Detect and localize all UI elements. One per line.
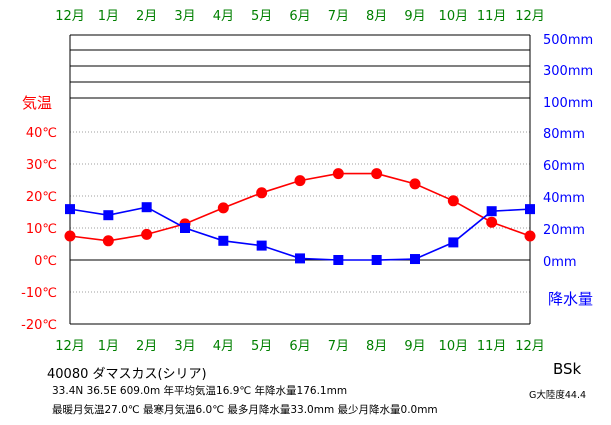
temperature-point xyxy=(371,168,383,180)
month-label-top: 2月 xyxy=(136,9,157,24)
precipitation-point xyxy=(141,202,152,213)
precipitation-point xyxy=(180,223,190,233)
month-label-bottom: 7月 xyxy=(328,339,349,354)
temperature-axis-label: 気温 xyxy=(22,94,52,112)
precipitation-tick-label: 40mm xyxy=(543,191,585,206)
station-summary: 33.4N 36.5E 609.0m 年平均気温16.9℃ 年降水量176.1m… xyxy=(52,385,348,397)
month-label-top: 7月 xyxy=(328,9,349,24)
precipitation-point xyxy=(410,254,420,265)
continentality-index: G大陸度44.4 xyxy=(529,390,587,401)
temperature-point xyxy=(217,202,229,214)
temperature-point xyxy=(141,228,153,240)
temperature-point xyxy=(486,216,498,228)
precipitation-point xyxy=(371,255,382,265)
month-label-bottom: 4月 xyxy=(213,339,234,354)
temperature-tick-label: -10℃ xyxy=(21,286,57,301)
precipitation-tick-label: 300mm xyxy=(543,64,593,79)
precipitation-point xyxy=(65,204,75,215)
temperature-tick-label: 10℃ xyxy=(26,222,57,237)
precipitation-point xyxy=(486,206,497,217)
precipitation-point xyxy=(103,210,114,221)
precipitation-point xyxy=(256,240,267,251)
temperature-point xyxy=(102,235,114,247)
series-layer xyxy=(64,168,536,265)
precipitation-point xyxy=(448,237,459,248)
temperature-point xyxy=(332,168,344,180)
month-label-top: 8月 xyxy=(366,9,387,24)
temperature-point xyxy=(256,187,268,199)
climate-class: BSk xyxy=(553,360,582,378)
month-label-top: 12月 xyxy=(515,9,545,24)
temperature-point xyxy=(447,195,459,207)
precipitation-tick-label: 100mm xyxy=(543,96,593,111)
temperature-tick-label: 30℃ xyxy=(26,158,57,173)
month-label-bottom: 5月 xyxy=(251,339,272,354)
month-label-bottom: 2月 xyxy=(136,339,157,354)
month-label-top: 9月 xyxy=(404,9,425,24)
precipitation-point xyxy=(218,235,229,246)
month-label-top: 6月 xyxy=(289,9,310,24)
precipitation-point xyxy=(525,204,535,215)
temperature-tick-label: 0℃ xyxy=(34,254,57,269)
station-name: 40080 ダマスカス(シリア) xyxy=(47,367,207,382)
month-label-bottom: 8月 xyxy=(366,339,387,354)
temperature-point xyxy=(294,175,306,187)
grid-layer xyxy=(70,34,530,325)
month-label-bottom: 12月 xyxy=(55,339,85,354)
month-label-bottom: 10月 xyxy=(439,339,469,354)
precipitation-axis-label: 降水量 xyxy=(548,290,593,308)
precipitation-point xyxy=(295,253,305,264)
month-label-bottom: 6月 xyxy=(289,339,310,354)
month-label-top: 4月 xyxy=(213,9,234,24)
temperature-tick-label: 40℃ xyxy=(26,126,57,141)
precipitation-tick-label: 500mm xyxy=(543,33,593,48)
precipitation-tick-label: 20mm xyxy=(543,223,585,238)
month-label-top: 1月 xyxy=(98,9,119,24)
month-label-top: 10月 xyxy=(439,9,469,24)
temperature-tick-label: -20℃ xyxy=(21,318,57,333)
precipitation-tick-label: 60mm xyxy=(543,159,585,174)
precipitation-tick-label: 0mm xyxy=(543,255,577,270)
precipitation-point xyxy=(333,255,344,265)
temperature-point xyxy=(524,230,536,242)
month-label-top: 11月 xyxy=(477,9,507,24)
month-label-bottom: 3月 xyxy=(174,339,195,354)
month-label-top: 3月 xyxy=(174,9,195,24)
temperature-tick-label: 20℃ xyxy=(26,190,57,205)
month-label-bottom: 11月 xyxy=(477,339,507,354)
month-label-top: 12月 xyxy=(55,9,85,24)
month-label-bottom: 1月 xyxy=(98,339,119,354)
label-layer: 12月 12月 1月 1月 2月 2月 3月 3月 4月 4月 5月 5月 6月 6月 7月 7月 8月 8月 9月… xyxy=(21,9,593,354)
month-label-top: 5月 xyxy=(251,9,272,24)
precipitation-tick-label: 80mm xyxy=(543,127,585,142)
temperature-point xyxy=(409,178,421,190)
month-label-bottom: 9月 xyxy=(404,339,425,354)
station-extremes: 最暖月気温27.0℃ 最寒月気温6.0℃ 最多月降水量33.0mm 最少月降水量… xyxy=(52,404,438,416)
month-label-bottom: 12月 xyxy=(515,339,545,354)
temperature-point xyxy=(64,230,76,242)
axis-layer xyxy=(69,35,531,325)
precipitation-line xyxy=(69,206,531,261)
